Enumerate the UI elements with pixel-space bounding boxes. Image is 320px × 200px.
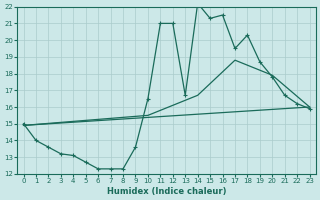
X-axis label: Humidex (Indice chaleur): Humidex (Indice chaleur) <box>107 187 226 196</box>
